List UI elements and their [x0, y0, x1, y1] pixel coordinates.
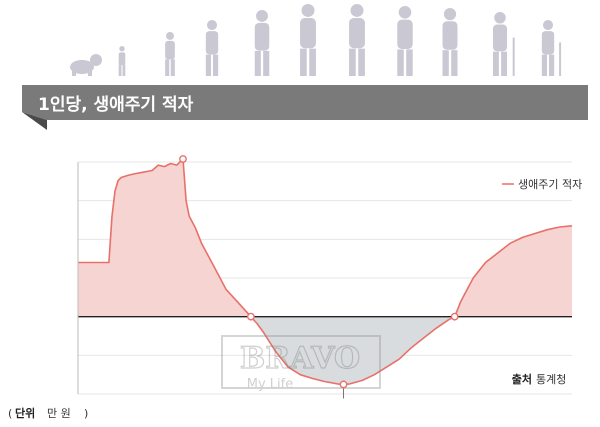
silhouette-head — [206, 20, 218, 31]
source-label: 출처 — [512, 372, 532, 386]
silhouette-leg — [548, 54, 555, 76]
source-name: 통계청 — [536, 373, 566, 386]
silhouette-torso — [165, 40, 175, 60]
silhouette-leg — [263, 50, 270, 76]
silhouette-head — [350, 3, 364, 17]
silhouette-leg — [349, 48, 356, 76]
person-silhouette-icon — [165, 32, 175, 76]
legend-label: 생애주기 적자 — [518, 178, 582, 191]
silhouette-leg — [118, 64, 122, 76]
person-silhouette-icon — [254, 10, 270, 76]
silhouette-cane — [512, 37, 515, 76]
person-silhouette-icon — [442, 8, 458, 76]
life-stage-silhouettes — [70, 3, 562, 76]
silhouette-head — [443, 8, 457, 21]
silhouette-cane — [559, 42, 562, 76]
silhouette-arm — [88, 70, 92, 76]
silhouette-leg — [205, 54, 212, 76]
silhouette-head — [90, 54, 102, 66]
silhouette-head — [166, 32, 174, 40]
deficit-area — [78, 159, 572, 317]
silhouette-leg — [541, 54, 548, 76]
unit-open-paren: ( — [8, 407, 12, 420]
source-note: 출처 통계청 — [512, 372, 567, 386]
watermark-box — [221, 335, 381, 389]
silhouette-torso — [118, 52, 126, 65]
silhouette-head — [542, 20, 554, 31]
silhouette-head — [256, 10, 268, 22]
silhouette-torso — [397, 19, 413, 49]
banner-fold — [22, 112, 47, 130]
annotation-marker-trough — [339, 380, 348, 389]
annotation-marker-deficit-start — [450, 312, 459, 321]
person-silhouette-icon — [397, 6, 413, 76]
silhouette-torso — [442, 21, 458, 50]
person-silhouette-icon — [349, 3, 365, 76]
series-line — [78, 158, 573, 386]
silhouette-leg — [212, 54, 219, 76]
annotations — [179, 155, 459, 399]
silhouette-leg — [165, 59, 170, 76]
silhouette-leg — [406, 49, 413, 76]
watermark-bottom: My Life — [247, 377, 293, 392]
silhouette-leg — [451, 50, 458, 76]
silhouette-torso — [205, 31, 219, 55]
legend: 생애주기 적자 — [502, 178, 582, 191]
silhouette-leg — [170, 59, 175, 76]
unit-note: ( 단위 만 원 ) — [8, 406, 88, 420]
person-silhouette-icon — [70, 54, 102, 76]
banner-shape — [22, 85, 588, 120]
silhouette-torso — [349, 17, 365, 49]
surplus-area — [78, 316, 572, 385]
chart-title: 1인당, 생애주기 적자 — [38, 95, 194, 115]
area-fills — [78, 158, 573, 386]
unit-value: 만 원 — [47, 407, 71, 420]
silhouette-torso — [492, 24, 508, 52]
silhouette-leg — [254, 50, 261, 76]
watermark: BRAVO My Life — [221, 335, 381, 392]
person-silhouette-icon — [118, 46, 126, 76]
silhouette-leg — [72, 70, 76, 76]
unit-close-paren: ) — [84, 407, 88, 420]
silhouette-leg — [492, 51, 499, 76]
silhouette-head — [398, 6, 412, 19]
watermark-top: BRAVO — [240, 341, 360, 376]
axes — [77, 162, 572, 394]
annotation-marker-surplus-start — [246, 312, 255, 321]
silhouette-leg — [442, 50, 449, 76]
silhouette-torso — [254, 22, 270, 51]
silhouette-torso — [541, 31, 555, 55]
silhouette-head — [494, 12, 506, 24]
annotation-marker-peak — [179, 155, 187, 163]
silhouette-leg — [300, 48, 307, 76]
silhouette-torso — [300, 17, 316, 49]
person-silhouette-icon — [541, 20, 562, 76]
silhouette-leg — [122, 64, 126, 76]
title-banner: 1인당, 생애주기 적자 — [22, 85, 588, 130]
silhouette-leg — [501, 51, 508, 76]
silhouette-head — [119, 46, 125, 52]
silhouette-leg — [309, 48, 316, 76]
person-silhouette-icon — [492, 12, 515, 76]
silhouette-leg — [358, 48, 365, 76]
silhouette-leg — [397, 49, 404, 76]
person-silhouette-icon — [300, 3, 316, 76]
person-silhouette-icon — [205, 20, 219, 76]
unit-label: 단위 — [15, 406, 35, 420]
silhouette-head — [301, 3, 315, 17]
